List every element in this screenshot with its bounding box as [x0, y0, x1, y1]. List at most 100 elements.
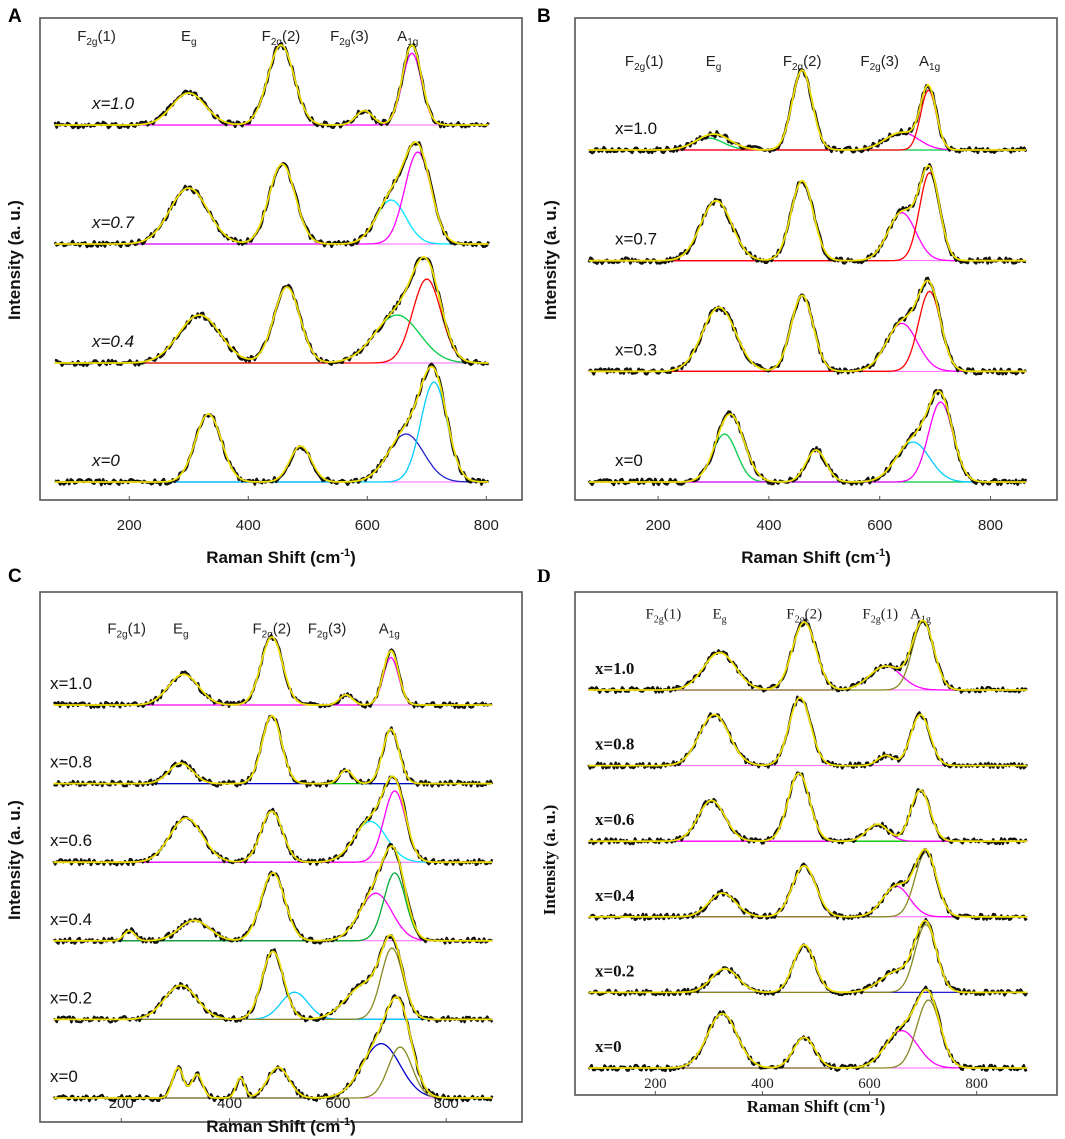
series-label: x=0 — [91, 451, 120, 470]
x-tick-label: 800 — [965, 1076, 988, 1092]
spectrum-fit — [54, 365, 489, 483]
series-label: x=0 — [50, 1067, 78, 1086]
series-label: x=0 — [595, 1037, 622, 1056]
x-tick-label: 600 — [325, 1095, 350, 1112]
y-axis-label: Intensity (a. u.) — [5, 200, 24, 320]
series-label: x=0.7 — [615, 230, 657, 249]
spectrum-x=0: x=0 — [54, 362, 490, 487]
series-label: x=0.6 — [595, 810, 634, 829]
fit-component — [53, 820, 493, 863]
series-label: x=0.4 — [50, 910, 92, 929]
plot-frame — [574, 591, 1058, 1096]
spectrum-data — [53, 934, 494, 1024]
x-axis-label: Raman Shift (cm-1) — [747, 1096, 886, 1116]
x-tick-label: 600 — [355, 517, 380, 534]
spectrum-fit — [53, 636, 493, 706]
spectrum-x=0.8: x=0.8 — [587, 695, 1029, 770]
series-label: x=1.0 — [91, 94, 135, 113]
mode-label: F2g(1) — [77, 28, 116, 48]
spectrum-fit — [54, 256, 489, 364]
fit-component — [54, 433, 489, 483]
spectrum-x=0: x=0 — [50, 994, 494, 1103]
series-label: x=0.4 — [91, 332, 134, 351]
x-tick-label: 400 — [236, 517, 261, 534]
x-tick-label: 800 — [978, 517, 1003, 534]
spectrum-data — [587, 917, 1029, 997]
spectrum-x=0.8: x=0.8 — [50, 714, 494, 788]
spectrum-fit — [53, 934, 493, 1021]
series-label: x=0 — [615, 451, 643, 470]
spectrum-data — [587, 163, 1027, 265]
series-label: x=0.2 — [595, 961, 634, 980]
mode-label: F2g(1) — [625, 53, 664, 73]
spectrum-data — [588, 276, 1027, 376]
fit-component — [53, 947, 493, 1021]
x-tick-label: 600 — [867, 517, 892, 534]
spectrum-x=0.3: x=0.3 — [588, 276, 1027, 376]
series-label: x=0.2 — [50, 988, 92, 1007]
spectrum-x=1.0: x=1.0 — [50, 633, 493, 710]
y-axis-label: Intensity (a. u.) — [5, 800, 24, 920]
mode-label: F2g(1) — [107, 621, 146, 641]
fit-component — [588, 999, 1027, 1069]
mode-label: A1g — [919, 53, 940, 73]
fit-component — [588, 851, 1027, 918]
spectrum-data — [588, 771, 1028, 846]
panel-letter: B — [537, 6, 551, 27]
x-tick-label: 200 — [644, 1076, 667, 1092]
series-label: x=0.4 — [595, 886, 635, 905]
spectrum-data — [53, 633, 493, 710]
spectrum-fit — [588, 390, 1026, 483]
spectrum-data — [52, 775, 494, 867]
fit-component — [588, 1029, 1027, 1069]
panel-A: A 200 400 600 800 Raman Shift (cm-1) Intensity… — [5, 6, 523, 567]
spectrum-fit — [588, 988, 1027, 1069]
spectrum-fit — [588, 619, 1027, 691]
fit-component — [53, 892, 493, 942]
series-label: x=1.0 — [615, 119, 657, 138]
x-tick-label: 200 — [646, 517, 671, 534]
spectrum-x=0: x=0 — [587, 985, 1028, 1073]
series-label: x=1.0 — [595, 659, 634, 678]
spectrum-fit — [588, 696, 1027, 767]
mode-label: Eg — [706, 53, 722, 73]
spectrum-fit — [588, 919, 1027, 994]
plot-frame — [39, 17, 523, 501]
x-axis-label: Raman Shift (cm-1) — [741, 547, 891, 567]
plot-frame — [574, 17, 1058, 501]
spectrum-x=0.6: x=0.6 — [588, 771, 1028, 846]
panel-D: D 200 400 600 800 Raman Shift (cm-1) Intensity… — [537, 566, 1058, 1116]
spectrum-x=0.4: x=0.4 — [588, 848, 1028, 921]
fit-component — [588, 885, 1027, 918]
y-axis-label: Intensity (a. u.) — [541, 200, 560, 320]
fit-component — [588, 823, 1027, 842]
fit-component — [53, 872, 493, 942]
y-axis-label: Intensity (a. u.) — [540, 805, 559, 916]
fit-component — [53, 656, 493, 706]
panel-B: B 200 400 600 800 Raman Shift (cm-1) Intensity… — [537, 6, 1058, 567]
series-label: x=0.7 — [91, 213, 135, 232]
spectrum-data — [588, 848, 1028, 921]
mode-label: Eg — [181, 28, 197, 48]
mode-label: A1g — [379, 621, 400, 641]
series-label: x=1.0 — [50, 674, 92, 693]
panel-letter: D — [537, 566, 551, 587]
panel-letter: C — [8, 566, 22, 587]
spectrum-fit — [53, 996, 493, 1099]
spectrum-fit — [588, 772, 1027, 843]
spectrum-fit — [54, 141, 489, 245]
x-axis-label: Raman Shift (cm-1) — [206, 547, 356, 567]
fit-component — [53, 950, 493, 1021]
spectrum-x=1.0: x=1.0 — [588, 68, 1028, 155]
fit-component — [588, 401, 1026, 483]
series-label: x=0.8 — [50, 753, 92, 772]
spectrum-x=0.2: x=0.2 — [50, 934, 494, 1024]
fit-component — [53, 991, 493, 1021]
fit-component — [53, 790, 493, 863]
spectrum-x=0: x=0 — [587, 388, 1028, 487]
spectrum-fit — [53, 845, 493, 942]
spectrum-data — [587, 695, 1029, 770]
spectrum-fit — [588, 69, 1026, 151]
